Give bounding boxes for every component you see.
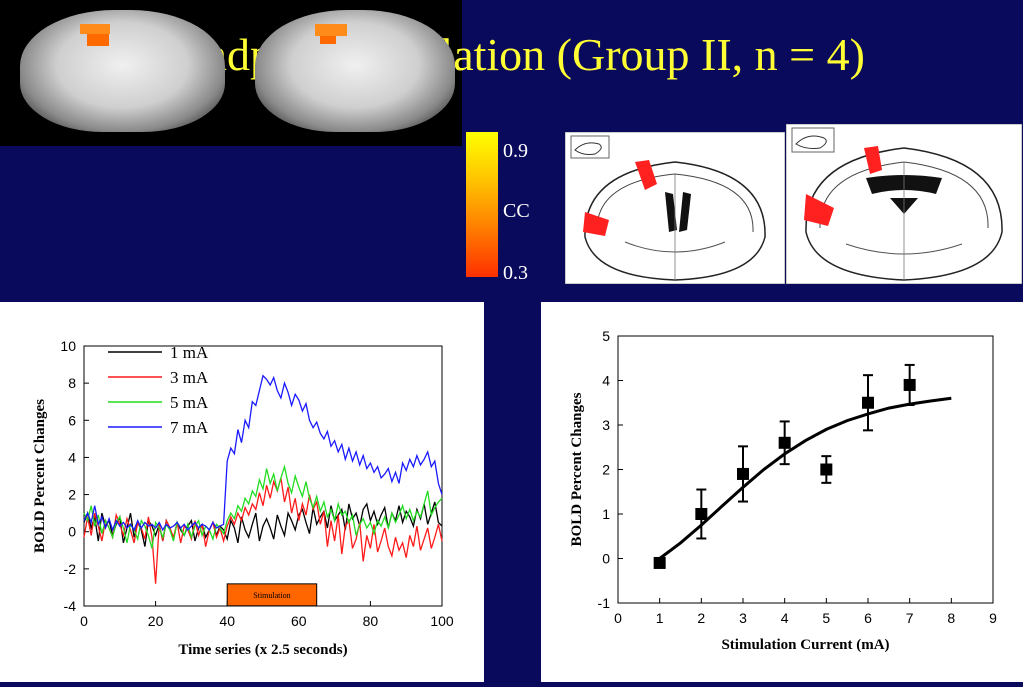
activation-spot-left-2	[87, 34, 109, 46]
mri-slice-right	[255, 10, 455, 132]
y-tick-label: 4	[602, 373, 610, 389]
x-tick-label: 6	[864, 610, 872, 626]
activation-spot-right	[315, 24, 347, 36]
plot-frame	[617, 335, 994, 604]
y-axis-title: BOLD Percent Changes	[569, 392, 585, 546]
x-tick-label: 0	[80, 613, 88, 629]
y-tick-label: 6	[68, 412, 76, 428]
brain-atlas-section-1	[564, 131, 786, 285]
x-tick-label: 5	[822, 610, 830, 626]
y-tick-label: -1	[598, 595, 611, 611]
data-point	[903, 378, 916, 391]
colorbar-min-label: 0.3	[503, 262, 528, 284]
series-line-5-mA	[83, 464, 443, 549]
x-tick-label: 60	[291, 613, 307, 629]
x-tick-label: 0	[614, 610, 622, 626]
y-tick-label: 1	[602, 506, 610, 522]
bold-timeseries-svg: 0 20 40 60 80 100 -4 -2 0 2 4 6 8 10 Time series (x 2.…	[32, 338, 454, 658]
mri-images-panel	[0, 0, 462, 146]
data-point	[737, 467, 749, 480]
y-tick-label: 2	[68, 487, 76, 503]
x-tick-label: 8	[947, 610, 955, 626]
mri-slice-left	[20, 10, 225, 132]
series-line-7-mA	[83, 374, 443, 532]
y-tick-label: 0	[602, 551, 610, 567]
y-tick-label: 3	[602, 417, 610, 433]
series-line-1-mA	[83, 501, 443, 547]
plot-frame	[83, 345, 443, 607]
colorbar-max-label: 0.9	[503, 140, 528, 162]
y-tick-label: 4	[68, 449, 76, 465]
legend-label-5-mA: 5 mA	[170, 393, 209, 412]
data-point	[778, 436, 791, 449]
x-tick-label: 4	[781, 610, 789, 626]
x-tick-label: 2	[697, 610, 705, 626]
x-tick-label: 1	[656, 610, 664, 626]
x-axis-title: Time series (x 2.5 seconds)	[178, 642, 347, 658]
x-tick-label: 100	[430, 613, 454, 629]
x-axis-title: Stimulation Current (mA)	[721, 637, 889, 653]
activation-spot-right-2	[320, 36, 336, 44]
y-tick-label: -2	[64, 561, 77, 577]
data-point	[695, 508, 708, 520]
x-tick-label: 7	[906, 610, 914, 626]
stimulation-label: Stimulation	[253, 591, 290, 600]
y-tick-label: 8	[68, 375, 76, 391]
y-tick-label: 10	[60, 338, 76, 354]
legend-label-7-mA: 7 mA	[170, 418, 209, 437]
x-tick-label: 20	[148, 613, 164, 629]
y-tick-label: -4	[64, 598, 77, 614]
y-tick-label: 2	[602, 462, 610, 478]
data-point	[653, 556, 666, 569]
legend-label-3-mA: 3 mA	[170, 368, 209, 387]
series-line-3-mA	[83, 477, 443, 584]
x-tick-label: 80	[363, 613, 379, 629]
y-tick-label: 0	[68, 524, 76, 540]
y-tick-label: 5	[602, 328, 610, 344]
data-point	[820, 463, 833, 476]
stimulation-period-box	[226, 583, 318, 607]
x-tick-label: 9	[989, 610, 997, 626]
y-axis-title: BOLD Percent Changes	[32, 399, 48, 553]
brain-atlas-section-2	[785, 123, 1023, 285]
data-point	[862, 396, 874, 409]
fit-curve	[658, 396, 952, 560]
x-tick-label: 3	[739, 610, 747, 626]
colorbar-title: CC	[503, 200, 530, 222]
correlation-colorbar	[466, 132, 498, 277]
bold-timeseries-chart: 0 20 40 60 80 100 -4 -2 0 2 4 6 8 10 Time series (x 2.…	[0, 302, 484, 682]
dose-response-chart: 0 1 2 3 4 5 6 7 8 9 -1 0 1 2 3 4 5 Stimulation Current (m…	[541, 302, 1023, 682]
activation-spot-left	[80, 24, 110, 34]
legend-label-1-mA: 1 mA	[170, 343, 209, 362]
x-tick-label: 40	[219, 613, 235, 629]
